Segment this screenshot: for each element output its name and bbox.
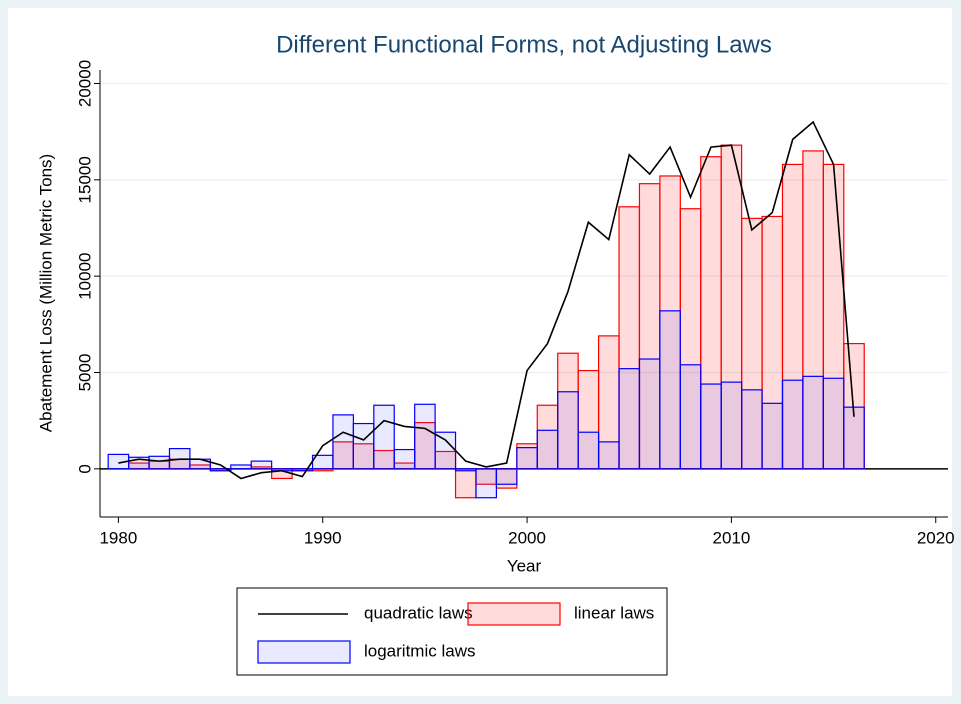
y-tick-label: 0 — [75, 464, 94, 473]
bar — [761, 402, 784, 470]
legend-key — [257, 640, 351, 664]
y-tick-label: 20000 — [75, 60, 94, 107]
chart-title: Different Functional Forms, not Adjustin… — [276, 31, 772, 58]
bar — [393, 448, 416, 470]
bar — [557, 391, 579, 470]
bar — [659, 310, 681, 470]
bar — [679, 364, 702, 470]
x-tick-label: 2010 — [712, 528, 750, 547]
legend-box — [236, 587, 668, 676]
y-axis-title: Abatement Loss (Million Metric Tons) — [36, 154, 55, 432]
bar — [291, 468, 314, 472]
legend-label: logaritmic laws — [364, 641, 475, 660]
bar — [638, 358, 661, 470]
graph-region — [8, 8, 952, 696]
bar — [802, 375, 824, 470]
y-tick-label: 10000 — [75, 253, 94, 300]
bar — [250, 460, 273, 470]
bar — [516, 447, 538, 470]
bar — [781, 379, 804, 470]
bar — [434, 431, 457, 470]
bar — [373, 404, 395, 470]
bar — [209, 468, 232, 472]
bar — [454, 468, 477, 499]
y-tick-label: 5000 — [75, 354, 94, 392]
bar — [230, 464, 252, 470]
line — [118, 120, 855, 480]
bar — [414, 403, 436, 470]
bar — [148, 455, 171, 470]
bar — [720, 381, 743, 470]
bar — [454, 468, 477, 472]
bar — [475, 468, 498, 499]
bar — [332, 414, 354, 470]
x-axis-title: Year — [507, 556, 542, 575]
bar — [352, 422, 375, 470]
bar — [536, 429, 559, 470]
x-tick-label: 2020 — [917, 528, 955, 547]
legend-key — [467, 602, 561, 626]
legend-label: quadratic laws — [364, 603, 473, 622]
bar — [495, 468, 518, 485]
bar — [741, 389, 763, 470]
bar — [618, 368, 641, 470]
bar — [700, 383, 722, 470]
legend-label: linear laws — [574, 603, 654, 622]
bar — [822, 377, 845, 470]
bar — [597, 441, 620, 470]
y-tick-label: 15000 — [75, 156, 94, 203]
bar — [577, 431, 600, 470]
x-tick-label: 1990 — [304, 528, 342, 547]
x-tick-label: 2000 — [508, 528, 546, 547]
x-tick-label: 1980 — [99, 528, 137, 547]
